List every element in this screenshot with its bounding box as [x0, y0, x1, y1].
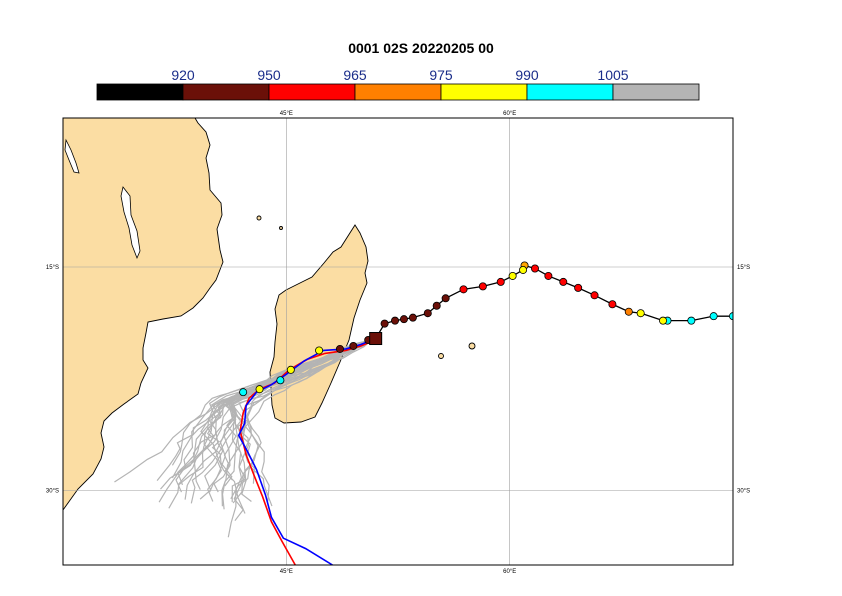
colorbar-label: 975 — [429, 67, 453, 83]
comoros-island-2 — [279, 226, 283, 230]
ensemble-member-track — [221, 339, 372, 507]
forecast-track-points — [239, 336, 373, 397]
observed-track-point — [399, 315, 408, 324]
map-frame — [62, 117, 734, 566]
colorbar-segment — [612, 83, 700, 101]
lon-label-top: 45°E — [280, 111, 293, 117]
observed-track-point — [423, 309, 432, 318]
chart-title: 0001 02S 20220205 00 — [348, 40, 494, 56]
africa-landmass — [63, 118, 224, 511]
observed-track-point — [559, 277, 568, 286]
ensemble-member-track — [199, 339, 372, 500]
blue-forecast-track — [237, 337, 376, 565]
observed-track-points — [371, 261, 733, 343]
observed-track-point — [608, 300, 617, 309]
forecast-track-point — [349, 341, 358, 350]
colorbar-label: 965 — [343, 67, 367, 83]
colorbar-label: 990 — [515, 67, 539, 83]
reunion-island — [468, 342, 476, 350]
colorbar-label: 1005 — [597, 67, 628, 83]
observed-track-point — [624, 307, 633, 316]
lon-label-bottom: 45°E — [280, 569, 293, 575]
observed-track-point — [496, 277, 505, 286]
red-forecast-track — [239, 339, 376, 565]
observed-track-point — [408, 313, 417, 322]
observed-track-point — [508, 271, 517, 280]
forecast-track-point — [286, 365, 295, 374]
observed-track-point — [729, 312, 733, 321]
lake-tanganyika — [64, 138, 80, 174]
lat-label-left: 15°S — [46, 265, 59, 271]
observed-track-point — [519, 265, 528, 274]
lon-label-bottom: 60°E — [503, 569, 516, 575]
observed-track-point — [687, 316, 696, 325]
observed-track-point — [478, 282, 487, 291]
pressure-colorbar: 920 950 965 975 990 1005 — [96, 67, 700, 101]
forecast-track-point — [239, 388, 248, 397]
observed-track-point — [544, 271, 553, 280]
forecast-track-point — [255, 385, 264, 394]
observed-track-point — [441, 294, 450, 303]
forecast-track-point — [315, 346, 324, 355]
observed-track-point — [380, 319, 389, 328]
axis-labels: 45°E 45°E 60°E 60°E 15°S 15°S 30°S 30°S — [46, 111, 750, 575]
mauritius-island — [438, 353, 444, 359]
observed-track-point — [530, 264, 539, 273]
observed-track-point — [459, 285, 468, 294]
comoros-island — [256, 215, 262, 221]
observed-track-point — [709, 312, 718, 321]
ensemble-member-track — [232, 339, 372, 507]
graticule — [63, 118, 733, 565]
colorbar-label: 920 — [171, 67, 195, 83]
observed-track-point — [432, 301, 441, 310]
observed-track-point — [590, 291, 599, 300]
lat-label-right: 30°S — [737, 489, 750, 495]
current-position-marker — [369, 332, 383, 346]
lat-label-left: 30°S — [46, 489, 59, 495]
lat-label-right: 15°S — [737, 265, 750, 271]
observed-track-point — [659, 316, 668, 325]
lake-malawi — [120, 186, 141, 260]
forecast-track-point — [335, 344, 344, 353]
colorbar-label: 950 — [257, 67, 281, 83]
observed-track-point — [391, 316, 400, 325]
observed-track-point — [574, 283, 583, 292]
observed-track-point — [636, 309, 645, 318]
forecast-track-point — [276, 376, 285, 385]
colorbar-segments — [96, 83, 700, 101]
colorbar-labels: 920 950 965 975 990 1005 — [171, 67, 628, 83]
lon-label-top: 60°E — [503, 111, 516, 117]
